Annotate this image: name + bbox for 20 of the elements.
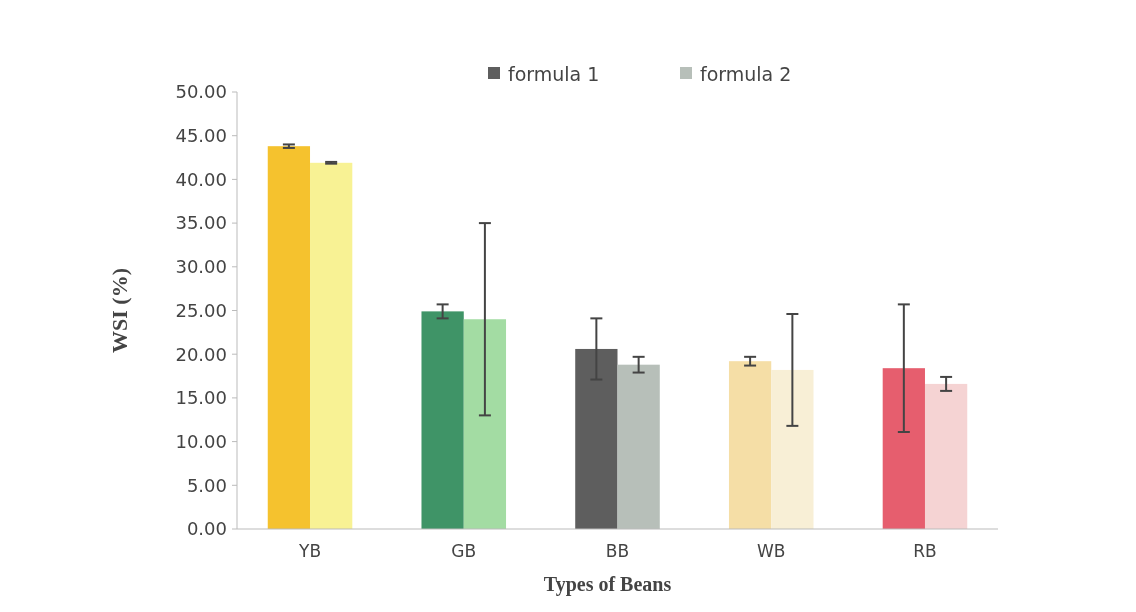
y-axis-title: WSI (%) <box>107 268 132 353</box>
x-tick-label: YB <box>298 541 322 561</box>
legend-label: formula 2 <box>700 62 792 85</box>
y-tick-label: 5.00 <box>186 474 227 496</box>
y-tick-label: 30.00 <box>175 256 227 278</box>
x-tick-label: RB <box>913 541 937 561</box>
y-tick-label: 0.00 <box>186 518 227 540</box>
y-tick-label: 10.00 <box>175 430 227 452</box>
y-tick-label: 40.00 <box>175 168 227 190</box>
y-tick-label: 20.00 <box>175 343 227 365</box>
y-tick-label: 35.00 <box>175 212 227 234</box>
y-tick-label: 25.00 <box>175 299 227 321</box>
x-tick-label: WB <box>757 541 786 561</box>
x-axis-title: Types of Beans <box>543 573 672 596</box>
y-tick-label: 50.00 <box>175 81 227 103</box>
x-tick-label: BB <box>605 541 630 561</box>
legend-label: formula 1 <box>508 62 600 85</box>
x-tick-label: GB <box>451 541 477 561</box>
y-tick-label: 45.00 <box>175 125 227 146</box>
y-tick-label: 15.00 <box>175 387 227 409</box>
